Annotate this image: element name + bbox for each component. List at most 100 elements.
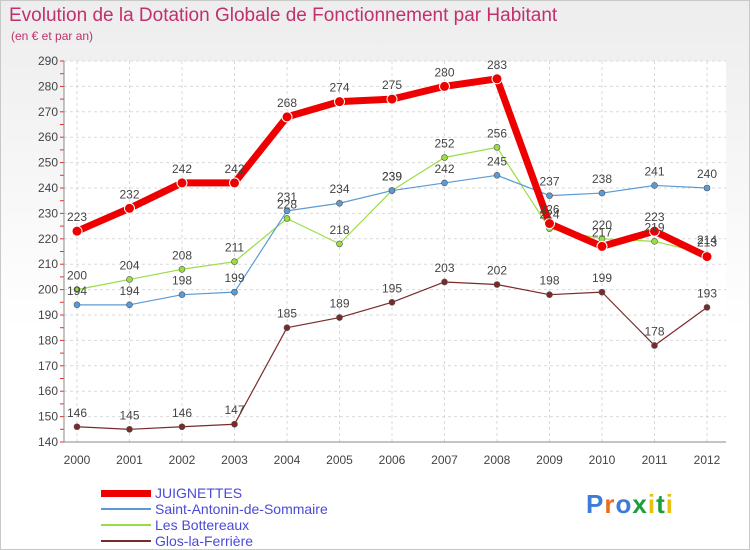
series-juignettes-point bbox=[491, 73, 503, 85]
series-glos-la-ferriere-point bbox=[178, 423, 186, 431]
y-tick-label: 260 bbox=[38, 130, 58, 144]
series-les-bottereaux-data-label: 228 bbox=[277, 197, 297, 211]
series-saint-antonin-de-sommaire-point bbox=[336, 199, 343, 207]
y-tick-label: 190 bbox=[38, 308, 58, 322]
series-juignettes-data-label: 242 bbox=[172, 162, 192, 176]
series-saint-antonin-de-sommaire-point bbox=[283, 207, 291, 215]
series-saint-antonin-de-sommaire-data-label: 242 bbox=[434, 162, 454, 176]
x-tick-label: 2003 bbox=[221, 453, 248, 467]
x-tick-label: 2001 bbox=[116, 453, 143, 467]
series-les-bottereaux-data-label: 224 bbox=[539, 208, 559, 222]
legend-swatch bbox=[101, 524, 151, 526]
series-les-bottereaux-point bbox=[231, 258, 238, 265]
x-tick-label: 2011 bbox=[642, 453, 668, 467]
series-les-bottereaux-point bbox=[441, 154, 448, 161]
series-les-bottereaux-data-label: 252 bbox=[434, 137, 454, 151]
series-glos-la-ferriere-data-label: 195 bbox=[382, 281, 402, 295]
series-glos-la-ferriere-data-label: 202 bbox=[487, 264, 507, 278]
series-saint-antonin-de-sommaire-point bbox=[651, 182, 658, 189]
series-juignettes-data-label: 223 bbox=[644, 210, 664, 224]
series-saint-antonin-de-sommaire-data-label: 245 bbox=[487, 154, 507, 168]
y-tick-label: 240 bbox=[38, 181, 58, 195]
series-saint-antonin-de-sommaire-point bbox=[231, 288, 238, 296]
y-tick-label: 200 bbox=[38, 283, 58, 297]
series-les-bottereaux-data-label: 218 bbox=[329, 223, 349, 237]
series-glos-la-ferriere-data-label: 147 bbox=[224, 403, 244, 417]
y-tick-label: 150 bbox=[38, 410, 58, 424]
series-juignettes-data-label: 232 bbox=[119, 187, 139, 201]
series-glos-la-ferriere-data-label: 189 bbox=[329, 297, 349, 311]
series-les-bottereaux-data-label: 239 bbox=[382, 170, 402, 184]
series-saint-antonin-de-sommaire-point bbox=[546, 192, 553, 199]
series-juignettes-point bbox=[334, 96, 345, 108]
series-les-bottereaux-point bbox=[651, 238, 658, 245]
series-glos-la-ferriere-point bbox=[703, 304, 711, 311]
series-les-bottereaux-point bbox=[126, 276, 133, 283]
series-saint-antonin-de-sommaire-point bbox=[598, 189, 606, 197]
legend-swatch bbox=[101, 489, 151, 497]
x-tick-label: 2000 bbox=[64, 453, 91, 467]
series-juignettes-data-label: 274 bbox=[329, 81, 349, 95]
series-juignettes-data-label: 268 bbox=[277, 96, 297, 110]
y-tick-label: 220 bbox=[38, 232, 58, 246]
x-tick-label: 2009 bbox=[536, 453, 563, 467]
series-les-bottereaux-data-label: 208 bbox=[172, 248, 192, 262]
series-saint-antonin-de-sommaire-point bbox=[703, 184, 711, 192]
x-tick-label: 2002 bbox=[169, 453, 196, 467]
legend-label: Glos-la-Ferrière bbox=[155, 533, 254, 549]
y-tick-label: 170 bbox=[38, 359, 58, 373]
series-juignettes-point bbox=[386, 93, 398, 105]
series-glos-la-ferriere-point bbox=[598, 288, 606, 296]
series-juignettes-data-label: 213 bbox=[697, 236, 717, 250]
y-tick-label: 160 bbox=[38, 384, 58, 398]
series-saint-antonin-de-sommaire-data-label: 240 bbox=[697, 167, 717, 181]
series-juignettes-point bbox=[71, 225, 83, 237]
series-glos-la-ferriere-data-label: 199 bbox=[592, 271, 612, 285]
x-tick-label: 2004 bbox=[274, 453, 301, 467]
series-saint-antonin-de-sommaire-data-label: 198 bbox=[172, 274, 192, 288]
series-les-bottereaux-point bbox=[73, 286, 81, 293]
series-glos-la-ferriere-data-label: 145 bbox=[119, 408, 139, 422]
x-tick-label: 2005 bbox=[326, 453, 353, 467]
series-glos-la-ferriere-point bbox=[546, 291, 553, 298]
series-saint-antonin-de-sommaire-point bbox=[388, 187, 396, 194]
series-juignettes-data-label: 280 bbox=[434, 65, 454, 79]
series-saint-antonin-de-sommaire-data-label: 239 bbox=[382, 170, 402, 184]
series-glos-la-ferriere-point bbox=[441, 278, 448, 286]
x-tick-label: 2006 bbox=[379, 453, 406, 467]
series-saint-antonin-de-sommaire-data-label: 231 bbox=[277, 190, 297, 204]
series-juignettes-point bbox=[229, 177, 240, 189]
series-juignettes-data-label: 223 bbox=[67, 210, 87, 224]
series-juignettes-point bbox=[176, 177, 188, 189]
series-les-bottereaux-data-label: 214 bbox=[697, 233, 717, 247]
y-tick-label: 290 bbox=[38, 54, 58, 68]
series-les-bottereaux-point bbox=[493, 144, 501, 151]
series-juignettes-point bbox=[281, 111, 293, 123]
series-glos-la-ferriere-data-label: 185 bbox=[277, 307, 297, 321]
y-tick-label: 230 bbox=[38, 206, 58, 220]
series-glos-la-ferriere-point bbox=[651, 342, 658, 349]
series-juignettes-point bbox=[439, 80, 450, 92]
series-juignettes-data-label: 217 bbox=[592, 225, 612, 239]
series-glos-la-ferriere-point bbox=[336, 314, 343, 321]
series-glos-la-ferriere-data-label: 193 bbox=[697, 286, 717, 300]
y-tick-label: 250 bbox=[38, 156, 58, 170]
series-les-bottereaux-data-label: 220 bbox=[592, 218, 612, 232]
series-saint-antonin-de-sommaire-data-label: 234 bbox=[329, 182, 349, 196]
chart-title: Evolution de la Dotation Globale de Fonc… bbox=[9, 5, 558, 26]
x-tick-label: 2012 bbox=[694, 453, 721, 467]
series-juignettes-point bbox=[124, 202, 135, 214]
series-saint-antonin-de-sommaire-data-label: 199 bbox=[224, 271, 244, 285]
series-juignettes-data-label: 275 bbox=[382, 78, 402, 92]
series-saint-antonin-de-sommaire-point bbox=[178, 291, 186, 298]
series-les-bottereaux-data-label: 204 bbox=[119, 258, 139, 272]
series-glos-la-ferriere-point bbox=[283, 324, 291, 332]
legend-swatch bbox=[101, 540, 151, 542]
series-glos-la-ferriere-point bbox=[388, 298, 396, 306]
series-glos-la-ferriere-data-label: 146 bbox=[172, 406, 192, 420]
series-juignettes-data-label: 283 bbox=[487, 58, 507, 72]
legend-swatch bbox=[101, 508, 151, 510]
series-les-bottereaux-data-label: 219 bbox=[644, 220, 664, 234]
